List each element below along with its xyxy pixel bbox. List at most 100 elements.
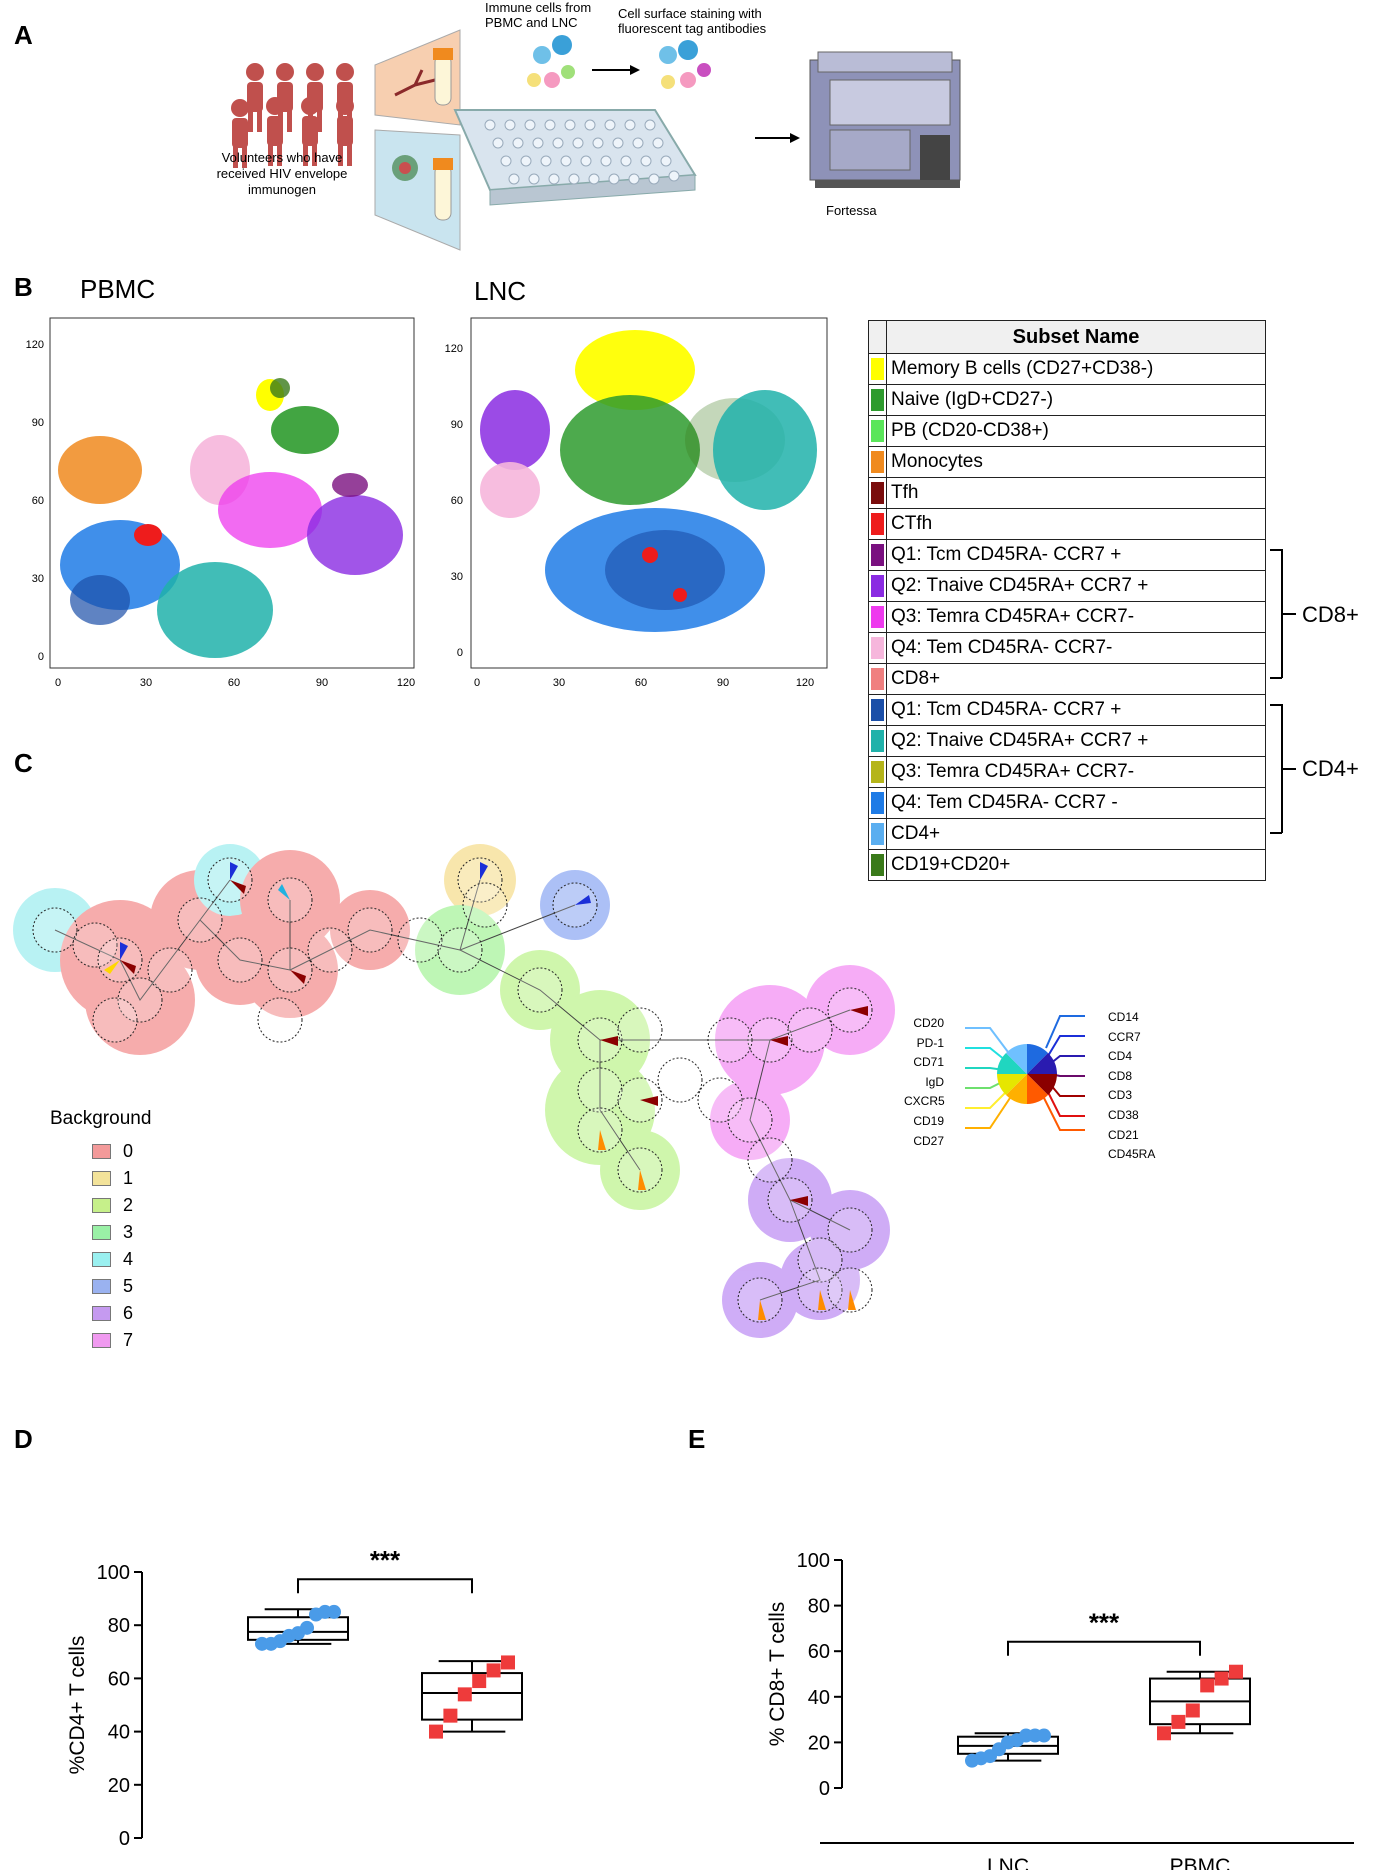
- subset-swatch: [868, 756, 887, 788]
- y-tick-label: 60: [108, 1668, 130, 1690]
- subset-swatch: [868, 508, 887, 540]
- y-axis-label: %CD4+ T cells: [66, 1636, 89, 1775]
- data-point: [501, 1655, 515, 1670]
- pbmc-x-tick: 120: [397, 677, 415, 689]
- cd8-brace-label: CD8+: [1302, 602, 1359, 627]
- background-swatch: [92, 1306, 111, 1321]
- background-level-label: 7: [123, 1330, 134, 1350]
- lnc-x-tick: 60: [635, 677, 647, 689]
- subset-row: Q4: Tem CD45RA- CCR7 -: [868, 787, 1266, 819]
- subset-table-header: Subset Name: [886, 320, 1266, 354]
- star-legend-wheel: [965, 1015, 1085, 1131]
- panel-e-letter: E: [688, 1424, 706, 1454]
- subset-row: CD8+: [868, 663, 1266, 695]
- lnc-y-tick: 90: [451, 419, 463, 431]
- subset-label: CD8+: [886, 663, 1266, 695]
- lnc-tsne-clusters: [480, 330, 817, 632]
- subset-label: Memory B cells (CD27+CD38-): [886, 353, 1266, 385]
- data-point: [1200, 1678, 1215, 1693]
- background-legend-item: 4: [92, 1246, 133, 1273]
- y-tick-label: 60: [808, 1641, 830, 1663]
- background-legend-title: Background: [50, 1108, 152, 1129]
- background-legend-item: 3: [92, 1219, 133, 1246]
- significance-bracket: [297, 1578, 473, 1594]
- lnc-y-tick: 120: [445, 343, 463, 355]
- pbmc-y-tick: 120: [26, 339, 44, 351]
- subset-row: CTfh: [868, 508, 1266, 540]
- subset-swatch: [868, 353, 887, 385]
- data-point: [1185, 1703, 1200, 1718]
- pbmc-tsne-plot: 120 90 60 30 0 0 30 60 90 120: [26, 317, 415, 689]
- workflow-illustration: [231, 29, 961, 251]
- marker-label: CD71: [913, 1055, 944, 1070]
- y-tick-label: 40: [108, 1722, 130, 1744]
- subset-legend-table: Subset Name Memory B cells (CD27+CD38-) N…: [868, 320, 1266, 881]
- panel-a-letter: A: [14, 20, 33, 50]
- data-point: [1229, 1664, 1243, 1679]
- lnc-x-tick: 120: [796, 677, 814, 689]
- marker-label: CXCR5: [904, 1094, 945, 1109]
- subset-label: Q4: Tem CD45RA- CCR7 -: [886, 787, 1266, 819]
- box-iqr: [421, 1672, 523, 1721]
- background-legend-item: 6: [92, 1300, 133, 1327]
- background-level-label: 4: [123, 1249, 134, 1269]
- lnc-y-tick: 0: [457, 647, 463, 659]
- background-legend-item: 1: [92, 1165, 133, 1192]
- background-swatch: [92, 1171, 111, 1186]
- pbmc-tsne-clusters: [58, 378, 403, 658]
- subset-label: Q3: Temra CD45RA+ CCR7-: [886, 756, 1266, 788]
- subset-row: Q3: Temra CD45RA+ CCR7-: [868, 601, 1266, 633]
- brace-lines: [1270, 549, 1296, 834]
- y-axis-label: % CD8+ T cells: [766, 1602, 789, 1747]
- subset-row: CD19+CD20+: [868, 849, 1266, 881]
- staining-caption: Cell surface staining with fluorescent t…: [618, 6, 767, 36]
- subset-swatch: [868, 384, 887, 416]
- significance-stars: ***: [1089, 1608, 1120, 1638]
- marker-label: CD21: [1108, 1127, 1139, 1142]
- panel-b-letter: B: [14, 272, 33, 302]
- marker-label: CD4: [1108, 1049, 1133, 1064]
- subset-row: Q2: Tnaive CD45RA+ CCR7 +: [868, 725, 1266, 757]
- background-swatch: [92, 1144, 111, 1159]
- subset-row: Q1: Tcm CD45RA- CCR7 +: [868, 694, 1266, 726]
- marker-label: CD45RA: [1108, 1147, 1156, 1162]
- data-point: [1037, 1728, 1051, 1743]
- y-tick-label: 20: [108, 1775, 130, 1797]
- lnc-plot-title: LNC: [474, 276, 527, 306]
- data-point: [1157, 1726, 1171, 1741]
- subset-label: Q1: Tcm CD45RA- CCR7 +: [886, 694, 1266, 726]
- subset-row: Naive (IgD+CD27-): [868, 384, 1266, 416]
- subset-row: Q2: Tnaive CD45RA+ CCR7 +: [868, 570, 1266, 602]
- subset-label: Q4: Tem CD45RA- CCR7-: [886, 632, 1266, 664]
- data-point: [457, 1687, 472, 1702]
- flowsom-minimum-spanning-tree: [13, 844, 895, 1338]
- subset-label: CTfh: [886, 508, 1266, 540]
- subset-row: PB (CD20-CD38+): [868, 415, 1266, 447]
- star-legend-left-markers: CD20 PD-1 CD71 IgD CXCR5 CD19 CD27: [904, 1014, 945, 1151]
- subset-label: Q2: Tnaive CD45RA+ CCR7 +: [886, 725, 1266, 757]
- y-tick-label: 0: [819, 1778, 830, 1800]
- data-point: [327, 1604, 341, 1619]
- subset-row: Q3: Temra CD45RA+ CCR7-: [868, 756, 1266, 788]
- data-point: [486, 1663, 501, 1678]
- background-legend-item: 2: [92, 1192, 133, 1219]
- subset-label: Q3: Temra CD45RA+ CCR7-: [886, 601, 1266, 633]
- background-level-label: 6: [123, 1303, 134, 1323]
- subset-swatch: [868, 601, 887, 633]
- marker-label: CCR7: [1108, 1029, 1141, 1044]
- subset-label: CD19+CD20+: [886, 849, 1266, 881]
- subset-swatch: [868, 663, 887, 695]
- y-tick-label: 0: [119, 1828, 130, 1850]
- subset-swatch: [868, 415, 887, 447]
- pbmc-y-tick: 30: [32, 573, 44, 585]
- lnc-y-tick: 60: [451, 495, 463, 507]
- cd8-boxplot: 0 20 40 60 80 100 % CD8+ T cells LNC PBMC ***: [766, 1550, 1354, 1870]
- pbmc-y-tick: 0: [38, 651, 44, 663]
- significance-stars: ***: [370, 1545, 401, 1575]
- pbmc-x-tick: 30: [140, 677, 152, 689]
- lnc-y-tick: 30: [451, 571, 463, 583]
- subset-swatch: [868, 539, 887, 571]
- pbmc-x-tick: 60: [228, 677, 240, 689]
- y-tick-label: 80: [808, 1596, 830, 1618]
- lnc-x-tick: 30: [553, 677, 565, 689]
